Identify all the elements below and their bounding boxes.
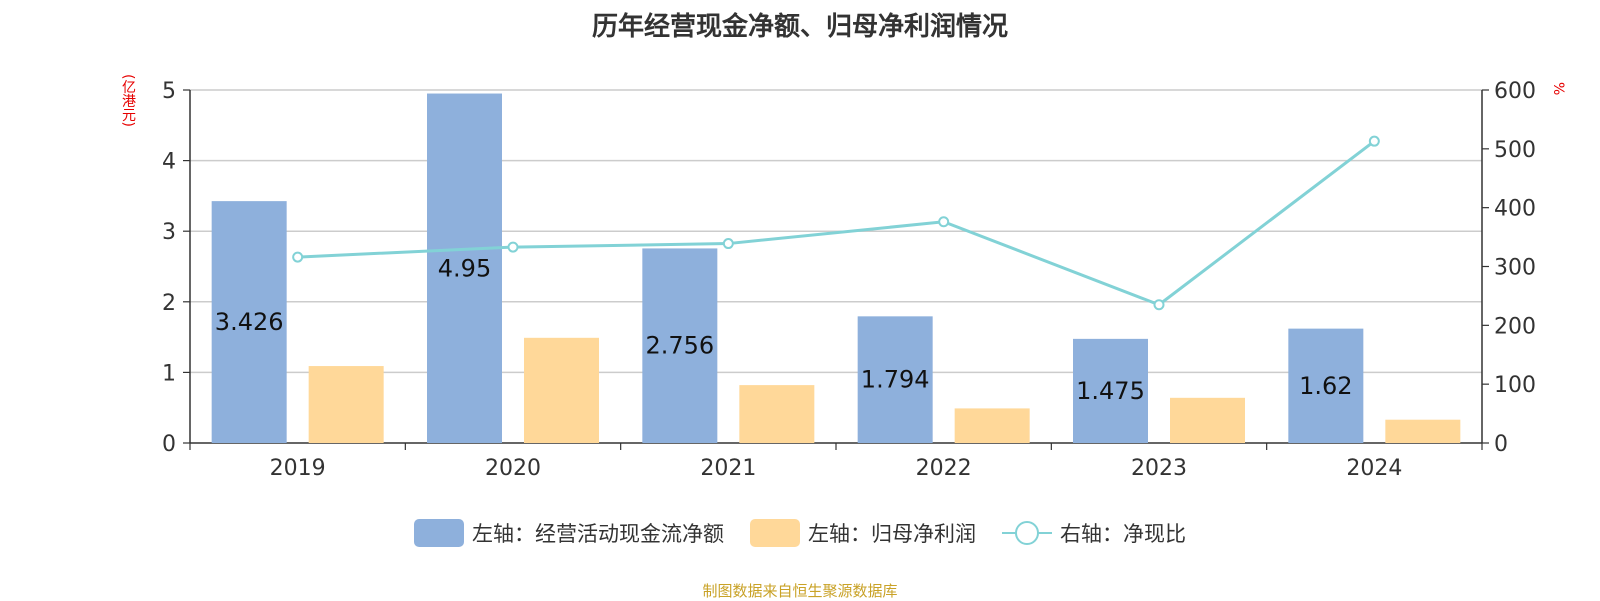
left-axis-tick-label: 4 [162, 150, 176, 175]
x-axis-tick-label: 2019 [270, 456, 326, 481]
right-axis-tick-label: 0 [1494, 432, 1508, 457]
right-axis-tick-label: 400 [1494, 197, 1536, 222]
chart-title: 历年经营现金净额、归母净利润情况 [591, 12, 1008, 42]
line-point-cash-ratio [938, 216, 950, 228]
x-axis-tick-label: 2023 [1131, 456, 1187, 481]
bar-net-profit [1385, 419, 1461, 443]
right-axis-tick-label: 500 [1494, 138, 1536, 163]
line-point-cash-ratio [1153, 299, 1165, 311]
legend-label-operating-cash-flow: 左轴：经营活动现金流净额 [472, 522, 724, 546]
chart-plot: 0 1 2 3 4 5 0 100 200 300 400 500 600 2019 2020 2021 202… [162, 79, 1536, 481]
legend-label-cash-ratio: 右轴：净现比 [1060, 522, 1186, 546]
bar-net-profit [739, 385, 815, 443]
line-cash-ratio [297, 139, 1376, 307]
bar-operating-cash-flow [642, 248, 718, 443]
right-axis-tick-label: 300 [1494, 256, 1536, 281]
right-axis-unit: % [1550, 82, 1566, 96]
line-point-cash-ratio [292, 251, 304, 263]
legend-swatch-cash-ratio [1002, 519, 1052, 547]
left-axis-tick-label: 5 [162, 79, 176, 104]
right-axis-tick-label: 200 [1494, 314, 1536, 339]
left-axis-tick-label: 3 [162, 220, 176, 245]
bar-operating-cash-flow [1073, 338, 1148, 443]
left-axis-tick-label: 1 [162, 361, 176, 386]
legend-item-cash-ratio[interactable]: 右轴：净现比 [1002, 518, 1186, 548]
bar-operating-cash-flow [857, 316, 933, 443]
left-axis-unit: (亿港元) [120, 74, 136, 127]
bar-data-label: 1.62 [1299, 372, 1352, 400]
line-point-cash-ratio [1368, 135, 1380, 147]
line-point-cash-ratio [507, 241, 519, 253]
bar-net-profit [1170, 397, 1245, 443]
bar-operating-cash-flow [427, 93, 502, 443]
bar-data-label: 1.475 [1076, 377, 1145, 405]
legend-item-operating-cash-flow[interactable]: 左轴：经营活动现金流净额 [414, 518, 724, 548]
bar-data-label: 4.95 [438, 254, 491, 282]
line-point-cash-ratio [722, 238, 734, 250]
left-axis-tick-label: 0 [162, 432, 176, 457]
x-axis-tick-label: 2024 [1346, 456, 1402, 481]
bar-net-profit [524, 337, 599, 443]
legend: 左轴：经营活动现金流净额 左轴：归母净利润 右轴：净现比 [0, 518, 1600, 548]
legend-label-net-profit: 左轴：归母净利润 [808, 522, 976, 546]
bar-data-label: 3.426 [215, 308, 284, 336]
x-axis-tick-label: 2021 [700, 456, 756, 481]
left-axis-tick-label: 2 [162, 291, 176, 316]
legend-item-net-profit[interactable]: 左轴：归母净利润 [750, 518, 976, 548]
bar-operating-cash-flow [211, 201, 287, 443]
right-axis-tick-label: 100 [1494, 373, 1536, 398]
bar-net-profit [954, 408, 1030, 443]
legend-swatch-operating-cash-flow [414, 519, 464, 547]
right-axis-tick-label: 600 [1494, 79, 1536, 104]
bar-net-profit [308, 366, 384, 443]
bar-operating-cash-flow [1288, 328, 1364, 443]
x-axis-tick-label: 2022 [916, 456, 972, 481]
source-note: 制图数据来自恒生聚源数据库 [702, 582, 898, 600]
bar-data-label: 2.756 [645, 332, 714, 360]
legend-swatch-net-profit [750, 519, 800, 547]
x-axis-tick-label: 2020 [485, 456, 541, 481]
bar-data-label: 1.794 [861, 366, 930, 394]
